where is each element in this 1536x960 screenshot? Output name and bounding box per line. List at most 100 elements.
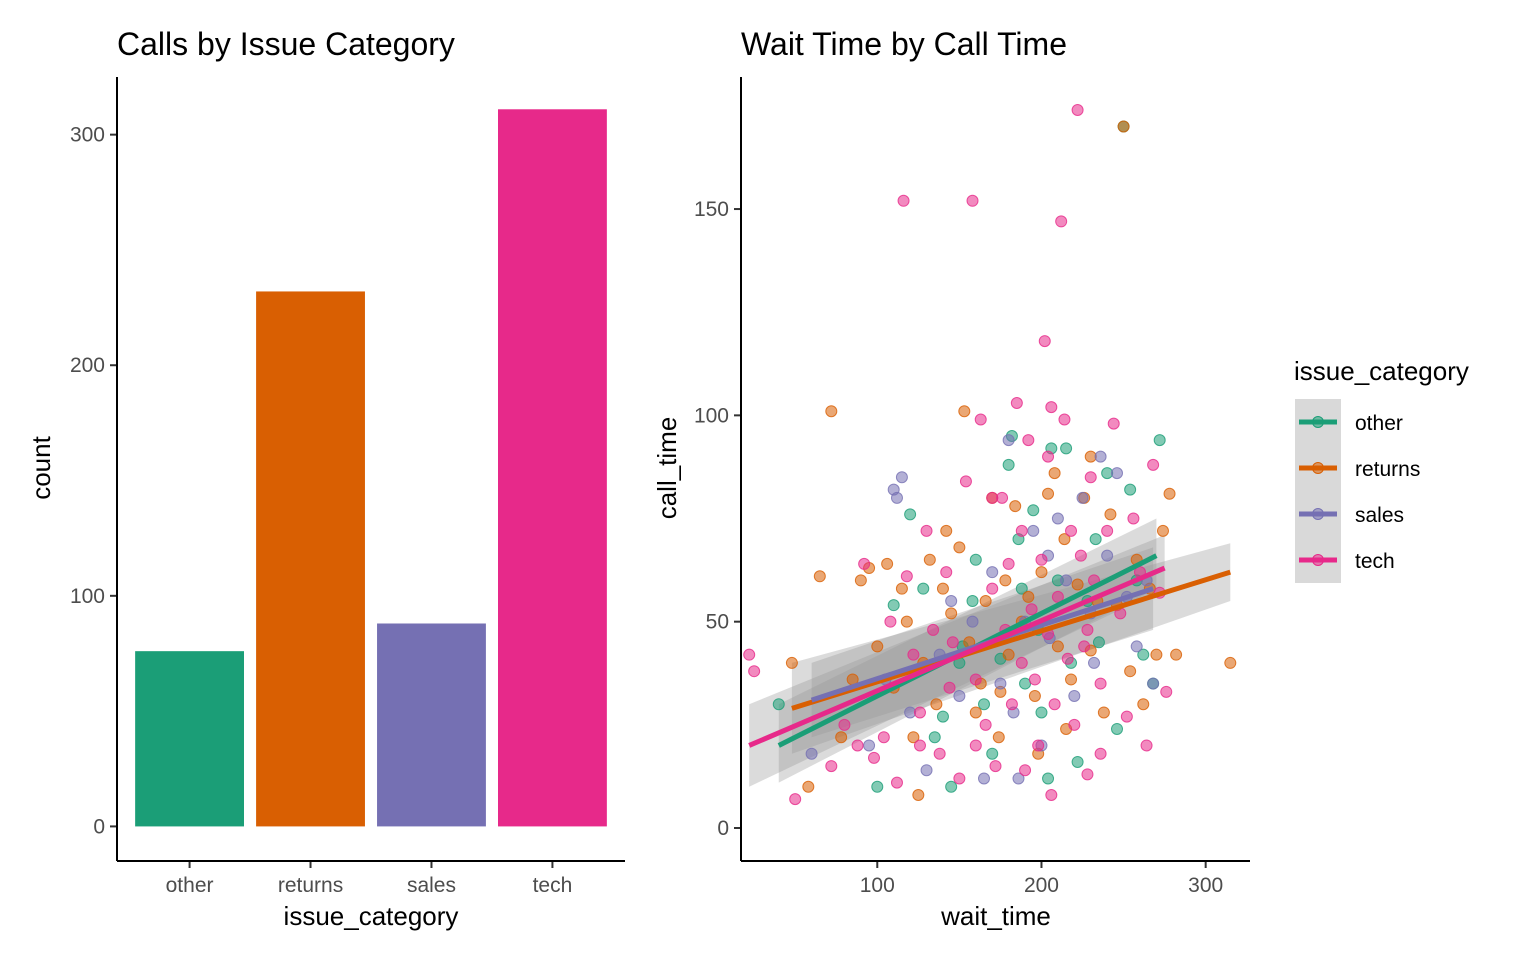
x-tick-label-tech: tech — [533, 874, 573, 897]
point-returns-33 — [1028, 689, 1041, 702]
fit-line-returns — [791, 569, 1232, 711]
bar-chart-y-axis-title: count — [26, 435, 56, 499]
point-returns-13 — [907, 731, 920, 744]
point-tech-51 — [1078, 640, 1091, 653]
point-sales-4 — [895, 471, 908, 484]
y-tick-label-50: 50 — [706, 611, 729, 634]
point-returns-38 — [1058, 533, 1071, 546]
point-returns-18 — [936, 582, 949, 595]
point-returns-29 — [1002, 648, 1015, 661]
point-tech-34 — [1022, 434, 1035, 447]
point-tech-26 — [986, 582, 999, 595]
point-returns-52 — [1150, 648, 1163, 661]
point-sales-20 — [1051, 512, 1064, 525]
legend-label-returns: returns — [1355, 458, 1420, 481]
point-returns-8 — [871, 640, 884, 653]
point-tech-23 — [969, 673, 982, 686]
point-sales-23 — [1076, 491, 1089, 504]
point-tech-7 — [867, 751, 880, 764]
point-tech-53 — [1084, 471, 1097, 484]
point-returns-1 — [802, 780, 815, 793]
point-other-17 — [1027, 504, 1040, 517]
point-returns-53 — [1156, 524, 1169, 537]
point-returns-17 — [930, 698, 943, 711]
point-tech-67 — [943, 681, 956, 694]
point-sales-25 — [1094, 450, 1107, 463]
point-tech-70 — [1094, 747, 1107, 760]
point-tech-46 — [1061, 652, 1074, 665]
point-tech-37 — [1032, 739, 1045, 752]
point-tech-68 — [913, 739, 926, 752]
point-returns-11 — [895, 582, 908, 595]
point-tech-15 — [920, 524, 933, 537]
point-tech-13 — [907, 648, 920, 661]
point-other-4 — [917, 582, 930, 595]
point-tech-10 — [890, 776, 903, 789]
point-tech-12 — [900, 570, 913, 583]
x-tick-label-200: 200 — [1024, 874, 1059, 897]
point-returns-30 — [1009, 500, 1022, 513]
point-tech-8 — [877, 731, 890, 744]
point-sales-17 — [1027, 524, 1040, 537]
x-tick-label-returns: returns — [278, 874, 343, 897]
point-tech-1 — [748, 665, 761, 678]
point-returns-6 — [854, 574, 867, 587]
point-tech-62 — [1140, 739, 1153, 752]
point-sales-32 — [887, 483, 900, 496]
point-tech-50 — [1074, 549, 1087, 562]
point-returns-23 — [969, 706, 982, 719]
point-other-10 — [978, 698, 991, 711]
y-tick-label-0: 0 — [717, 817, 729, 840]
point-sales-9 — [953, 689, 966, 702]
point-tech-69 — [1045, 788, 1058, 801]
legend: other returns sales tech — [1295, 399, 1420, 583]
point-tech-44 — [1055, 215, 1068, 228]
point-tech-35 — [1025, 603, 1038, 616]
point-tech-38 — [1035, 553, 1048, 566]
point-sales-22 — [1068, 689, 1081, 702]
point-tech-30 — [1005, 698, 1018, 711]
point-other-30 — [1124, 483, 1137, 496]
point-tech-11 — [897, 194, 910, 207]
point-other-37 — [1035, 706, 1048, 719]
point-other-1 — [871, 780, 884, 793]
point-other-7 — [945, 780, 958, 793]
point-returns-56 — [1224, 656, 1237, 669]
point-other-5 — [928, 731, 941, 744]
y-tick-label-150: 150 — [694, 198, 729, 221]
point-tech-48 — [1068, 718, 1081, 731]
point-other-39 — [1015, 582, 1028, 595]
point-returns-9 — [881, 557, 894, 570]
point-returns-45 — [1104, 508, 1117, 521]
point-sales-6 — [920, 764, 933, 777]
point-tech-27 — [989, 760, 1002, 773]
point-tech-42 — [1048, 698, 1061, 711]
point-returns-34 — [1035, 566, 1048, 579]
scatter-chart-plot: 100 200 300 0 50 100 150 — [694, 77, 1250, 897]
point-tech-18 — [940, 566, 953, 579]
point-tech-5 — [851, 739, 864, 752]
point-tech-0 — [743, 648, 756, 661]
y-tick-label-200: 200 — [70, 354, 105, 377]
point-tech-41 — [1045, 401, 1058, 414]
point-other-26 — [1089, 533, 1102, 546]
bar-chart-title: Calls by Issue Category — [117, 26, 455, 62]
x-tick-label-100: 100 — [860, 874, 895, 897]
legend-key-point-tech — [1312, 554, 1324, 566]
point-returns-44 — [1097, 706, 1110, 719]
point-sales-10 — [966, 615, 979, 628]
point-other-24 — [1071, 755, 1084, 768]
scatter-chart-x-axis-title: wait_time — [940, 901, 1051, 931]
legend-label-tech: tech — [1355, 550, 1395, 573]
point-tech-65 — [1160, 685, 1173, 698]
y-tick-label-100: 100 — [694, 404, 729, 427]
point-returns-37 — [1051, 640, 1064, 653]
point-tech-39 — [1038, 335, 1051, 348]
legend-label-sales: sales — [1355, 504, 1404, 527]
point-tech-19 — [946, 636, 959, 649]
legend-key-point-other — [1312, 416, 1324, 428]
point-sales-5 — [904, 706, 917, 719]
point-sales-1 — [863, 739, 876, 752]
legend-key-point-sales — [1312, 508, 1324, 520]
